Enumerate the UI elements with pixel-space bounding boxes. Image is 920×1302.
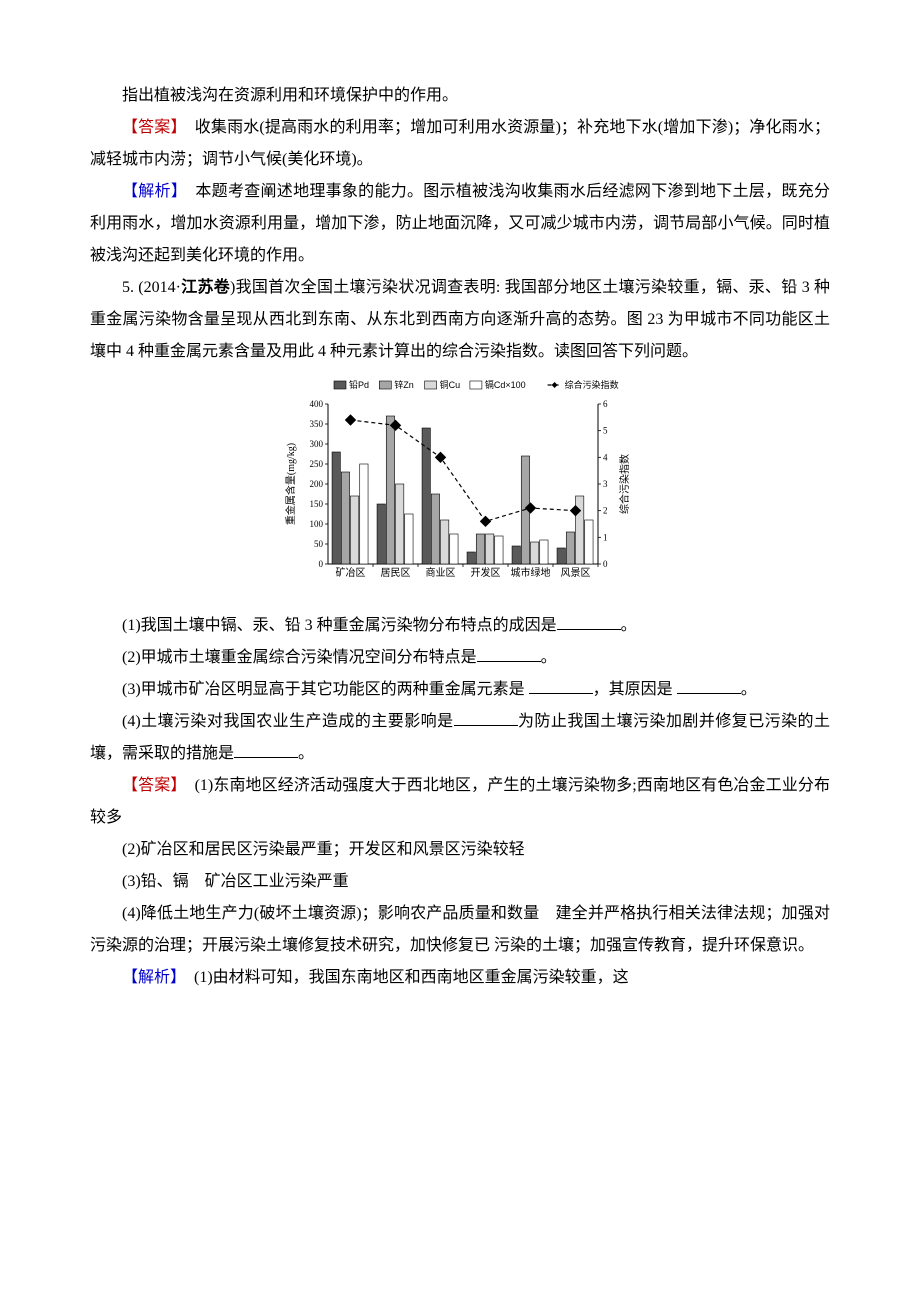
svg-text:风景区: 风景区 [561, 567, 591, 579]
explain-block: 【解析】 (1)由材料可知，我国东南地区和西南地区重金属污染较重，这 [90, 962, 830, 994]
blank [529, 677, 593, 694]
explain-block-text: (1)由材料可知，我国东南地区和西南地区重金属污染较重，这 [178, 969, 629, 986]
subq-1-text: (1)我国土壤中镉、汞、铅 3 种重金属污染物分布特点的成因是 [122, 617, 557, 634]
answer-1-text: 收集雨水(提高雨水的利用率；增加可利用水资源量)；补充地下水(增加下渗)；净化雨… [90, 119, 830, 168]
svg-text:1: 1 [603, 532, 608, 542]
svg-text:150: 150 [310, 499, 324, 509]
svg-text:400: 400 [310, 399, 324, 409]
svg-text:重金属含量(mg/kg): 重金属含量(mg/kg) [284, 443, 297, 525]
svg-text:50: 50 [314, 539, 324, 549]
explain-label: 【解析】 [122, 183, 179, 200]
subq-2: (2)甲城市土壤重金属综合污染情况空间分布特点是 。 [90, 642, 830, 674]
problem-statement: 指出植被浅沟在资源利用和环境保护中的作用。 [90, 80, 830, 112]
q5-prefix: 5. (2014· [122, 279, 181, 296]
svg-text:矿冶区: 矿冶区 [336, 566, 366, 579]
svg-text:综合污染指数: 综合污染指数 [565, 379, 619, 390]
q5-source: 江苏卷 [181, 279, 230, 296]
answer-label: 【答案】 [122, 119, 179, 136]
svg-text:商业区: 商业区 [426, 566, 456, 579]
subq-4-text: (4)土壤污染对我国农业生产造成的主要影响是 [122, 713, 454, 730]
svg-text:300: 300 [310, 439, 324, 449]
punct: 。 [741, 681, 757, 698]
answer-1: 【答案】 收集雨水(提高雨水的利用率；增加可利用水资源量)；补充地下水(增加下渗… [90, 112, 830, 176]
blank [477, 645, 541, 662]
answer-block-2: (2)矿冶区和居民区污染最严重；开发区和风景区污染较轻 [90, 834, 830, 866]
svg-text:城市绿地: 城市绿地 [511, 566, 551, 579]
chart-container: 0 50 100 150 200 250 300 350 400 0 1 2 3 4 5 6 重金属含量(mg/… [90, 376, 830, 606]
answer-label: 【答案】 [122, 777, 178, 794]
explain-1-text: 本题考查阐述地理事象的能力。图示植被浅沟收集雨水后经滤网下渗到地下土层，既充分利… [90, 183, 830, 264]
subq-1: (1)我国土壤中镉、汞、铅 3 种重金属污染物分布特点的成因是 。 [90, 610, 830, 642]
punct: 。 [541, 649, 557, 666]
svg-text:100: 100 [310, 519, 324, 529]
subq-4: (4)土壤污染对我国农业生产造成的主要影响是为防止我国土壤污染加剧并修复已污染的… [90, 706, 830, 770]
question-5-stem: 5. (2014·江苏卷)我国首次全国土壤污染状况调查表明: 我国部分地区土壤污… [90, 272, 830, 368]
answer-block-3: (3)铅、镉 矿冶区工业污染严重 [90, 866, 830, 898]
subq-2-text: (2)甲城市土壤重金属综合污染情况空间分布特点是 [122, 649, 477, 666]
svg-text:居民区: 居民区 [381, 567, 411, 579]
answer-block-1: 【答案】 (1)东南地区经济活动强度大于西北地区，产生的土壤污染物多;西南地区有… [90, 770, 830, 834]
explain-label: 【解析】 [122, 969, 178, 986]
svg-text:铜Cu: 铜Cu [440, 379, 461, 390]
blank [557, 613, 621, 630]
svg-text:5: 5 [603, 426, 608, 436]
svg-text:250: 250 [310, 459, 324, 469]
punct: 。 [298, 745, 314, 762]
answer-block-4: (4)降低土地生产力(破坏土壤资源)；影响农产品质量和数量 建全并严格执行相关法… [90, 898, 830, 962]
svg-text:4: 4 [603, 452, 608, 462]
svg-text:3: 3 [603, 479, 608, 489]
svg-text:开发区: 开发区 [471, 566, 501, 579]
svg-text:6: 6 [603, 399, 608, 409]
svg-text:0: 0 [603, 559, 608, 569]
answer-block-1-text: (1)东南地区经济活动强度大于西北地区，产生的土壤污染物多;西南地区有色冶金工业… [90, 777, 830, 826]
svg-text:2: 2 [603, 506, 608, 516]
subq-3-text: (3)甲城市矿冶区明显高于其它功能区的两种重金属元素是 [122, 681, 529, 698]
blank [677, 677, 741, 694]
svg-text:200: 200 [310, 479, 324, 489]
subq-3-mid: ，其原因是 [593, 681, 677, 698]
svg-text:综合污染指数: 综合污染指数 [618, 454, 631, 514]
punct: 。 [621, 617, 637, 634]
svg-text:0: 0 [319, 559, 324, 569]
svg-text:铅Pd: 铅Pd [349, 379, 369, 390]
svg-text:锌Zn: 锌Zn [394, 379, 414, 390]
svg-text:镉Cd×100: 镉Cd×100 [485, 379, 526, 390]
blank [234, 741, 298, 758]
subq-3: (3)甲城市矿冶区明显高于其它功能区的两种重金属元素是 ，其原因是 。 [90, 674, 830, 706]
bar-line-chart: 0 50 100 150 200 250 300 350 400 0 1 2 3 4 5 6 重金属含量(mg/… [280, 376, 640, 606]
svg-text:350: 350 [310, 419, 324, 429]
blank [454, 709, 518, 726]
explain-1: 【解析】 本题考查阐述地理事象的能力。图示植被浅沟收集雨水后经滤网下渗到地下土层… [90, 176, 830, 272]
